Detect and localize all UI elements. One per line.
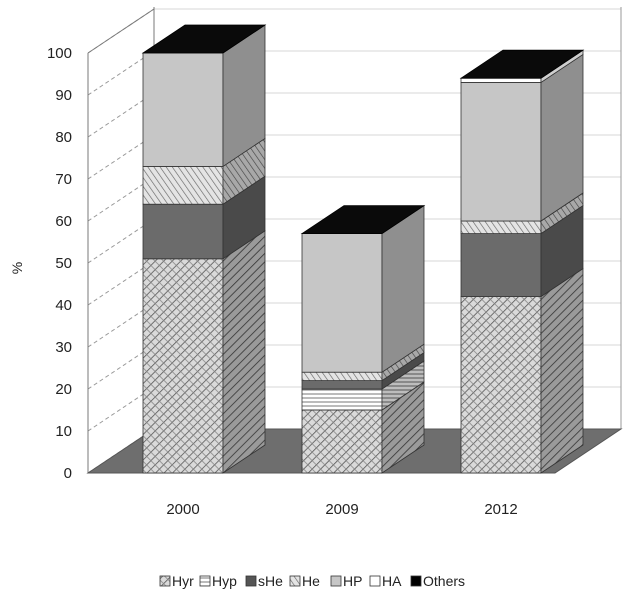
bar-stack-2000 <box>141 24 267 474</box>
bar-stack-2009 <box>300 204 426 474</box>
legend-swatch <box>245 575 257 587</box>
x-tick-label: 2000 <box>166 501 199 518</box>
bar-side-hyr-2000 <box>222 230 266 474</box>
y-tick-label: 10 <box>55 423 72 440</box>
y-tick-label: 100 <box>47 45 72 62</box>
y-tick-label: 0 <box>64 465 72 482</box>
bar-segment-ha-2012 <box>460 77 542 83</box>
bar-segment-hp-2009 <box>301 233 383 373</box>
legend-item-others: Others <box>410 573 465 589</box>
y-axis-title: % <box>9 262 25 274</box>
bar-segment-she-2000 <box>142 203 224 260</box>
category-labels: 2000 2009 2012 <box>166 501 517 518</box>
left-wall-top-edge <box>87 8 155 54</box>
bar-segment-hp-2000 <box>142 52 224 167</box>
legend: Hyr Hyp sHe He HP HA Others <box>159 573 465 589</box>
bar-side-hp-2009 <box>381 204 425 373</box>
legend-item-hyp: Hyp <box>199 573 237 589</box>
legend-label: He <box>302 573 320 589</box>
x-tick-label: 2012 <box>484 501 517 518</box>
y-tick-label: 20 <box>55 381 72 398</box>
bar-segment-she-2009 <box>301 380 383 390</box>
bar-segment-she-2012 <box>460 233 542 298</box>
bar-top-2000 <box>141 24 267 54</box>
y-tick-label: 60 <box>55 213 72 230</box>
bar-segment-hyr-2000 <box>142 258 224 474</box>
bar-segment-he-2012 <box>460 220 542 234</box>
bar-segment-he-2009 <box>301 371 383 382</box>
legend-swatch <box>369 575 381 587</box>
legend-label: Hyr <box>172 573 194 589</box>
legend-swatch <box>289 575 301 587</box>
bar-top-2012 <box>459 49 585 79</box>
bar-stack-2012 <box>459 49 585 474</box>
bar-segment-hp-2012 <box>460 82 542 222</box>
bar-top-2009 <box>300 205 426 235</box>
x-tick-label: 2009 <box>325 501 358 518</box>
bar-side-hp-2012 <box>540 53 584 222</box>
bars <box>141 24 585 474</box>
legend-swatch <box>410 575 422 587</box>
y-tick-label: 90 <box>55 87 72 104</box>
legend-label: Others <box>423 573 465 589</box>
legend-swatch <box>330 575 342 587</box>
legend-label: sHe <box>258 573 283 589</box>
y-tick-label: 50 <box>55 255 72 272</box>
legend-label: Hyp <box>212 573 237 589</box>
legend-item-he: He <box>289 573 320 589</box>
legend-item-hp: HP <box>330 573 362 589</box>
bar-side-hyr-2012 <box>540 267 584 474</box>
bar-segment-he-2000 <box>142 165 224 205</box>
legend-item-she: sHe <box>245 573 283 589</box>
legend-swatch <box>199 575 211 587</box>
legend-label: HP <box>343 573 362 589</box>
y-tick-label: 30 <box>55 339 72 356</box>
bar-segment-hyp-2009 <box>301 388 383 411</box>
y-axis: 0 10 20 30 40 50 60 70 80 90 100 <box>47 45 72 482</box>
y-tick-label: 80 <box>55 129 72 146</box>
legend-label: HA <box>382 573 402 589</box>
legend-item-ha: HA <box>369 573 402 589</box>
bar-segment-hyr-2009 <box>301 409 383 474</box>
bar-segment-hyr-2012 <box>460 296 542 474</box>
y-tick-label: 40 <box>55 297 72 314</box>
legend-item-hyr: Hyr <box>159 573 194 589</box>
legend-swatch <box>159 575 171 587</box>
y-tick-label: 70 <box>55 171 72 188</box>
